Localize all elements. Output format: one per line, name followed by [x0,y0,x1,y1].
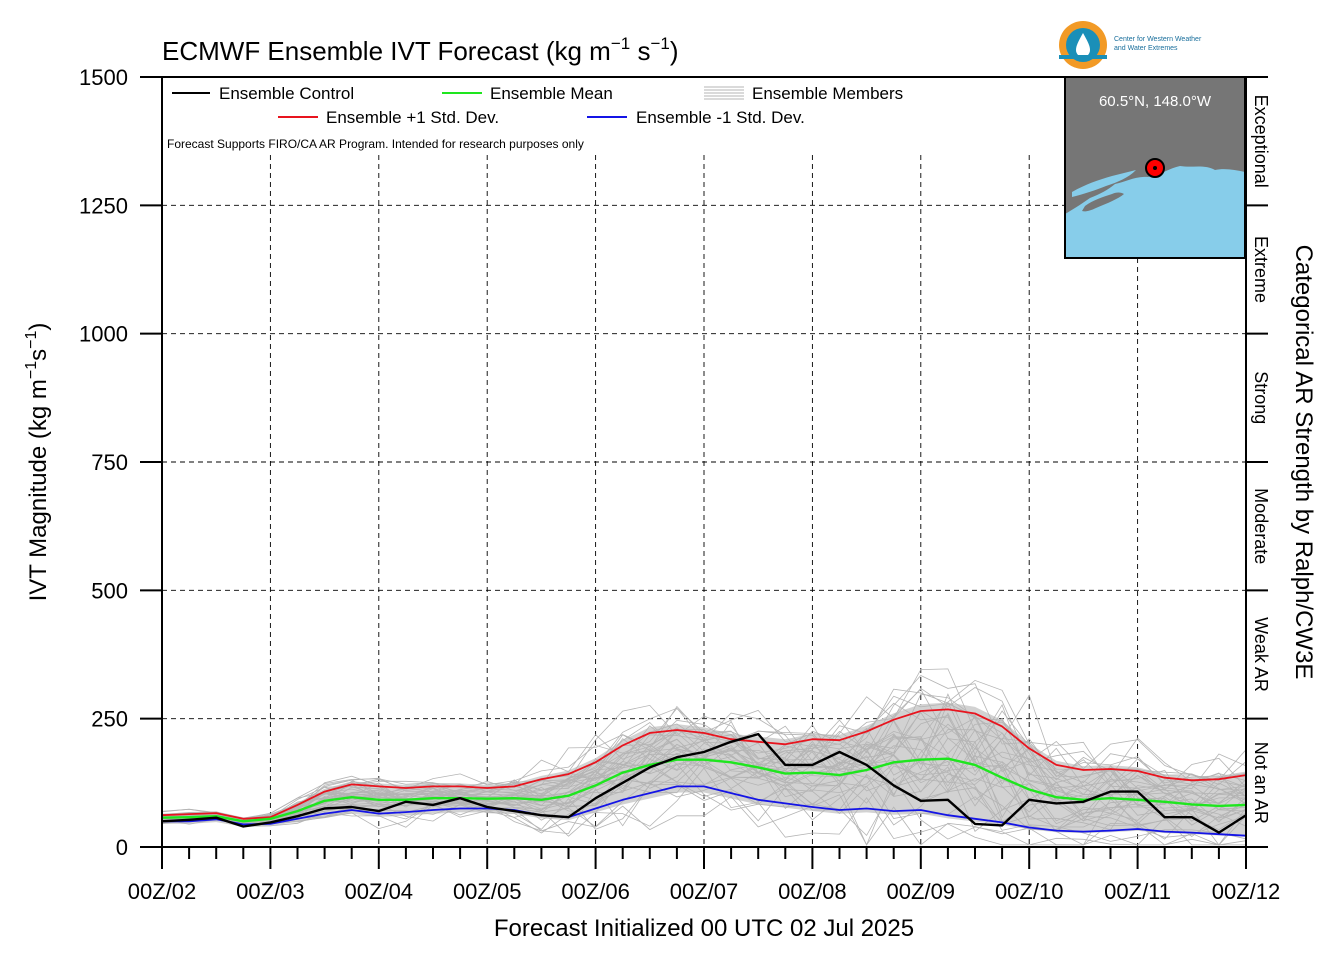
location-marker-center [1153,166,1157,170]
x-tick-label: 00Z/12 [1212,879,1281,904]
x-tick-label: 00Z/11 [1104,879,1171,904]
ensemble-member-line [161,753,1247,831]
ensemble-control-line [161,732,1247,834]
title-exp1: −1 [611,34,630,53]
x-tick-label: 00Z/06 [561,879,630,904]
plus-std-line [161,708,1247,820]
y-tick-label: 750 [91,450,128,475]
category-label: Extreme [1251,236,1271,303]
ensemble-mean-line [161,757,1247,823]
ensemble-member-line [161,668,1247,819]
legend-label-control: Ensemble Control [219,84,354,103]
inset-map-border [1064,76,1246,259]
ensemble-member-line [161,711,1247,820]
logo-drop-icon [1076,33,1090,57]
ensemble-member-line [161,767,1247,846]
minus-std-line [162,785,1247,837]
category-label: Not an AR [1251,742,1271,824]
ylabel-prefix: IVT Magnitude (kg m [25,379,52,601]
category-label: Weak AR [1251,617,1271,692]
legend-label-mean: Ensemble Mean [490,84,613,103]
x-tick-label: 00Z/08 [778,879,847,904]
x-tick-label: 00Z/03 [236,879,305,904]
y-tick-label: 0 [116,835,128,860]
y-tick-label: 500 [91,578,128,603]
category-label: Moderate [1251,488,1271,564]
y-tick-label: 1500 [79,65,128,90]
ylabel-mid: s [25,349,52,361]
ylabel-exp1: −1 [23,361,40,379]
title-suffix: ) [670,36,679,66]
logo-org-line1: Center for Western Weather [1114,36,1202,43]
y-tick-label: 250 [91,707,128,732]
legend-label-minus: Ensemble -1 Std. Dev. [636,108,805,127]
title-mid: s [630,36,650,66]
title-exp2: −1 [650,34,669,53]
cw3e-logo: Center for Western Weather and Water Ext… [1059,21,1202,69]
ensemble-member-line [161,745,1247,822]
ensemble-member-line [161,693,1247,819]
category-label: Strong [1251,371,1271,424]
y-tick-label: 1250 [79,193,128,218]
ensemble-member-line [161,766,1247,846]
ylabel-exp2: −1 [23,330,40,348]
y-tick-label: 1000 [79,322,128,347]
inset-map: 60.5°N, 148.0°W [1064,76,1246,259]
legend: Ensemble Control Ensemble Mean Ensemble … [167,84,903,151]
axes-layer: 0 250 500 750 1000 1250 1500 00Z/02 00Z/03 00Z/04… [79,65,1280,904]
series-layer [161,708,1247,837]
y-axis-title: IVT Magnitude (kg m−1s−1) [23,323,52,602]
inset-map-island [1082,192,1124,212]
x-tick-label: 00Z/05 [453,879,522,904]
legend-swatch-members [704,86,744,100]
x-tick-label: 00Z/02 [128,879,197,904]
ensemble-member-line [161,737,1247,833]
title-prefix: ECMWF Ensemble IVT Forecast (kg m [162,36,611,66]
chart-title: ECMWF Ensemble IVT Forecast (kg m−1 s−1) [162,34,679,66]
legend-label-members: Ensemble Members [752,84,903,103]
x-tick-label: 00Z/04 [345,879,414,904]
ylabel-suffix: ) [25,323,52,331]
legend-label-plus: Ensemble +1 Std. Dev. [326,108,499,127]
logo-wave-band [1059,55,1107,59]
ensemble-member-line [161,757,1247,828]
category-label: Exceptional [1251,95,1271,188]
inset-map-location-label: 60.5°N, 148.0°W [1099,93,1212,110]
x-tick-label: 00Z/07 [670,879,739,904]
x-axis-title: Forecast Initialized 00 UTC 02 Jul 2025 [494,915,914,942]
research-note: Forecast Supports FIRO/CA AR Program. In… [167,137,584,151]
logo-org-line2: and Water Extremes [1114,45,1178,52]
x-tick-label: 00Z/09 [887,879,956,904]
ensemble-member-line [161,712,1247,821]
x-tick-label: 00Z/10 [995,879,1064,904]
inset-map-inlet [1072,170,1136,197]
right-axis-title: Categorical AR Strength by Ralph/CW3E [1290,245,1317,680]
ensemble-member-line [161,723,1247,822]
